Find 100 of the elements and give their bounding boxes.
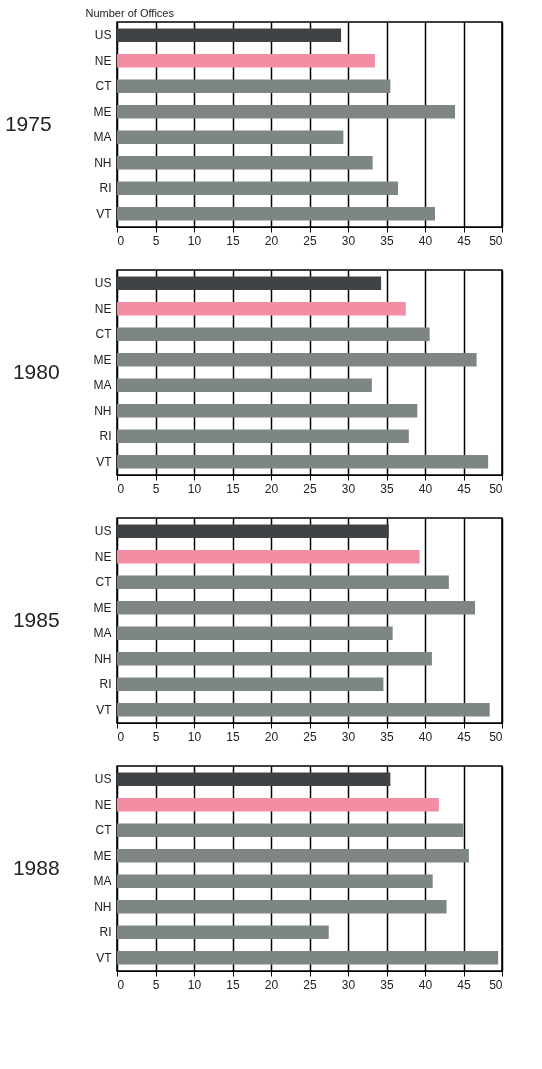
y-tick-label: NH <box>94 155 112 170</box>
bar <box>117 524 389 538</box>
y-tick-label: CT <box>95 79 113 94</box>
x-tick-label: 10 <box>187 481 202 496</box>
x-tick-label: 25 <box>303 233 317 248</box>
x-tick-label: 45 <box>457 481 471 496</box>
bar <box>117 207 436 221</box>
bar <box>117 772 391 786</box>
bar <box>117 823 464 837</box>
bar <box>117 156 373 170</box>
text: 1980 <box>12 359 60 383</box>
y-tick-label: ME <box>93 600 112 615</box>
x-tick-label: 25 <box>303 977 317 992</box>
bar <box>117 53 375 68</box>
x-tick-label: 0 <box>117 977 125 992</box>
x-tick-label: 20 <box>264 233 279 248</box>
y-tick-label: RI <box>99 181 112 196</box>
y-tick-label: VT <box>96 702 113 717</box>
y-tick-label: NE <box>94 53 112 68</box>
bar <box>117 925 329 940</box>
bar <box>117 79 391 93</box>
x-tick-label: 35 <box>380 729 394 744</box>
x-tick-label: 5 <box>152 977 160 992</box>
y-tick-label: RI <box>99 677 112 692</box>
y-tick-label: NH <box>94 899 112 914</box>
y-tick-label: ME <box>93 352 112 367</box>
y-tick-label: VT <box>96 950 113 965</box>
x-tick-label: 25 <box>303 481 317 496</box>
bar <box>117 352 477 367</box>
y-tick-label: CT <box>95 823 113 838</box>
bar <box>117 677 384 692</box>
x-tick-label: 30 <box>341 729 356 744</box>
y-tick-label: NH <box>94 651 112 666</box>
bar <box>117 181 399 196</box>
x-tick-label: 50 <box>489 977 503 992</box>
x-tick-label: 5 <box>152 729 160 744</box>
y-tick-label: RI <box>99 925 112 940</box>
x-tick-label: 50 <box>489 233 503 248</box>
y-tick-label: NE <box>94 549 112 564</box>
bar <box>117 600 476 615</box>
text: 1985 <box>12 607 60 631</box>
x-tick-label: 25 <box>303 729 317 744</box>
x-tick-label: 35 <box>380 481 394 496</box>
y-tick-label: RI <box>99 429 112 444</box>
y-tick-label: US <box>94 772 112 787</box>
x-tick-label: 35 <box>380 977 394 992</box>
y-tick-label: NE <box>94 797 112 812</box>
x-tick-label: 0 <box>117 729 125 744</box>
x-tick-label: 35 <box>380 233 394 248</box>
text: 1988 <box>12 855 60 879</box>
y-tick-label: VT <box>96 206 113 221</box>
x-tick-label: 15 <box>226 729 240 744</box>
bar <box>117 874 433 889</box>
x-tick-label: 15 <box>226 481 240 496</box>
y-tick-label: MA <box>93 378 112 393</box>
x-tick-label: 20 <box>264 729 279 744</box>
bar <box>117 455 489 469</box>
y-tick-label: US <box>94 28 112 43</box>
y-tick-label: MA <box>93 874 112 889</box>
y-tick-label: CT <box>95 327 113 342</box>
bar <box>117 549 420 564</box>
y-tick-label: MA <box>93 130 112 145</box>
x-tick-label: 10 <box>187 729 202 744</box>
bar <box>117 429 409 444</box>
x-tick-label: 30 <box>341 977 356 992</box>
x-tick-label: 5 <box>152 233 160 248</box>
bar <box>117 900 447 914</box>
x-tick-label: 30 <box>341 233 356 248</box>
bar <box>117 797 439 812</box>
x-tick-label: 0 <box>117 481 125 496</box>
y-tick-label: US <box>94 524 112 539</box>
x-tick-label: 45 <box>457 233 471 248</box>
bar <box>117 28 342 42</box>
x-tick-label: 50 <box>489 481 503 496</box>
y-tick-label: CT <box>95 575 113 590</box>
x-tick-label: 10 <box>187 977 202 992</box>
bar <box>117 378 372 393</box>
y-tick-label: ME <box>93 848 112 863</box>
bar <box>117 848 469 863</box>
x-tick-label: 40 <box>418 729 433 744</box>
x-tick-label: 40 <box>418 233 433 248</box>
bar <box>117 301 406 316</box>
x-tick-label: 40 <box>418 977 433 992</box>
y-tick-label: MA <box>93 626 112 641</box>
x-tick-label: 15 <box>226 977 240 992</box>
x-tick-label: 45 <box>457 977 471 992</box>
x-tick-label: 15 <box>226 233 240 248</box>
bar <box>117 951 499 965</box>
y-tick-label: NH <box>94 403 112 418</box>
x-tick-label: 0 <box>117 233 125 248</box>
x-tick-label: 10 <box>187 233 202 248</box>
text: 1975 <box>4 111 52 135</box>
bar <box>117 130 344 145</box>
x-tick-label: 30 <box>341 481 356 496</box>
bar <box>117 404 418 418</box>
y-tick-label: VT <box>96 454 113 469</box>
x-tick-label: 20 <box>264 481 279 496</box>
x-tick-label: 20 <box>264 977 279 992</box>
x-tick-label: 50 <box>489 729 503 744</box>
bar <box>117 327 430 341</box>
